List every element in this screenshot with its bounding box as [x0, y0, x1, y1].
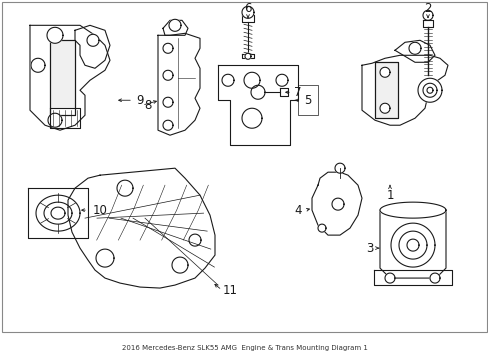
Polygon shape [373, 270, 451, 285]
Polygon shape [398, 231, 426, 259]
Text: 6: 6 [244, 2, 251, 15]
Polygon shape [222, 74, 234, 86]
Bar [297, 85, 317, 115]
Text: 1: 1 [386, 189, 393, 202]
Polygon shape [169, 19, 181, 31]
Polygon shape [317, 224, 325, 232]
Polygon shape [379, 103, 389, 113]
Polygon shape [50, 40, 75, 115]
Polygon shape [374, 62, 397, 118]
Polygon shape [275, 74, 287, 86]
Text: 10: 10 [92, 204, 107, 217]
Polygon shape [384, 273, 394, 283]
Polygon shape [163, 20, 187, 35]
Polygon shape [361, 55, 447, 125]
Text: 5: 5 [304, 94, 311, 107]
Polygon shape [44, 202, 72, 224]
Polygon shape [244, 53, 250, 59]
Polygon shape [163, 43, 173, 53]
Polygon shape [51, 207, 65, 219]
Text: 2016 Mercedes-Benz SLK55 AMG  Engine & Trans Mounting Diagram 1: 2016 Mercedes-Benz SLK55 AMG Engine & Tr… [122, 345, 366, 351]
Polygon shape [50, 108, 80, 128]
Polygon shape [87, 34, 99, 46]
Polygon shape [163, 70, 173, 80]
Polygon shape [242, 15, 253, 22]
Polygon shape [163, 120, 173, 130]
Polygon shape [68, 168, 215, 288]
Polygon shape [242, 54, 253, 58]
Text: 7: 7 [294, 86, 301, 99]
Polygon shape [379, 67, 389, 77]
Polygon shape [75, 25, 110, 68]
Polygon shape [394, 40, 434, 62]
Polygon shape [117, 180, 133, 196]
Polygon shape [28, 188, 88, 238]
Polygon shape [158, 33, 200, 135]
Polygon shape [31, 58, 45, 72]
Polygon shape [244, 72, 260, 88]
Polygon shape [250, 85, 264, 99]
Polygon shape [30, 25, 110, 130]
Polygon shape [426, 87, 432, 93]
Polygon shape [429, 273, 439, 283]
Polygon shape [172, 257, 187, 273]
Text: 8: 8 [144, 99, 151, 112]
Polygon shape [189, 234, 201, 246]
Text: 4: 4 [294, 204, 301, 217]
Polygon shape [48, 113, 62, 127]
Polygon shape [379, 210, 445, 278]
Text: 9: 9 [136, 94, 143, 107]
Polygon shape [96, 249, 114, 267]
Polygon shape [242, 108, 262, 128]
Polygon shape [422, 10, 432, 20]
Polygon shape [218, 65, 297, 145]
Polygon shape [422, 20, 432, 27]
Polygon shape [36, 195, 80, 231]
Text: 11: 11 [222, 284, 237, 297]
Polygon shape [379, 202, 445, 218]
Polygon shape [311, 172, 361, 235]
Polygon shape [390, 223, 434, 267]
Polygon shape [47, 27, 63, 43]
Text: 3: 3 [366, 242, 373, 255]
Polygon shape [331, 198, 343, 210]
Polygon shape [280, 88, 287, 96]
Polygon shape [334, 163, 345, 173]
Text: 2: 2 [424, 2, 431, 15]
Polygon shape [406, 239, 418, 251]
Polygon shape [163, 97, 173, 107]
Polygon shape [417, 78, 441, 102]
Polygon shape [408, 42, 420, 54]
Polygon shape [422, 83, 436, 97]
Polygon shape [242, 6, 253, 18]
